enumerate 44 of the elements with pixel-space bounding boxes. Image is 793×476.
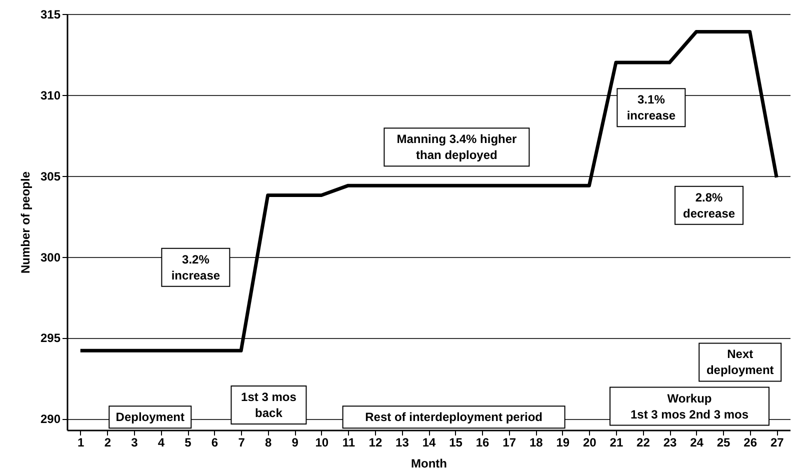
y-tick-label: 295 [40,331,61,346]
x-tick-label: 27 [770,436,784,450]
x-tick-label: 10 [315,436,329,450]
x-tick-label: 16 [476,436,490,450]
y-tick-label: 300 [40,250,61,264]
x-tick-label: 8 [264,436,272,450]
x-tick-label: 1 [78,436,85,450]
y-tick-label: 290 [40,412,61,426]
y-tick-label: 305 [40,169,61,184]
x-tick-label: 22 [636,436,650,450]
x-tick-label: 24 [690,436,704,450]
annotation: 1st 3 mos back [241,390,297,420]
x-tick-label: 19 [556,436,570,450]
x-tick-label: 18 [529,436,544,450]
x-tick-label: 4 [158,436,165,450]
annotation: Manning 3.4% higher than deployed [396,132,518,162]
x-tick-label: 23 [663,436,677,450]
x-tick-label: 21 [610,436,624,450]
x-tick-label: 17 [502,436,516,450]
x-tick-label: 11 [342,436,356,450]
x-tick-label: 25 [716,436,731,450]
x-tick-label: 9 [292,436,299,450]
y-tick-label: 315 [40,8,61,22]
x-tick-label: 13 [396,436,410,450]
x-tick-label: 3 [131,436,138,450]
x-tick-label: 5 [184,436,192,450]
x-tick-label: 7 [238,436,246,450]
annotation: 3.1% increase [626,92,676,123]
x-axis-title: Month [411,456,447,470]
annotation: 3.2% increase [171,252,220,282]
x-tick-label: 14 [422,436,436,450]
annotation: Rest of interdeployment period [365,410,542,424]
x-tick-label: 26 [744,436,758,450]
x-tick-label: 12 [368,436,382,450]
annotation: Next deployment [706,347,774,378]
annotation: Deployment [116,410,184,424]
annotation: 2.8% decrease [683,190,736,220]
x-tick-label: 15 [449,436,463,450]
x-tick-label: 6 [211,436,218,450]
x-tick-label: 2 [104,436,112,450]
y-axis-title: Number of people [18,171,32,274]
x-tick-label: 20 [582,436,597,450]
y-tick-label: 310 [40,88,61,102]
annotation: Workup 1st 3 mos 2nd 3 mos [630,391,749,422]
